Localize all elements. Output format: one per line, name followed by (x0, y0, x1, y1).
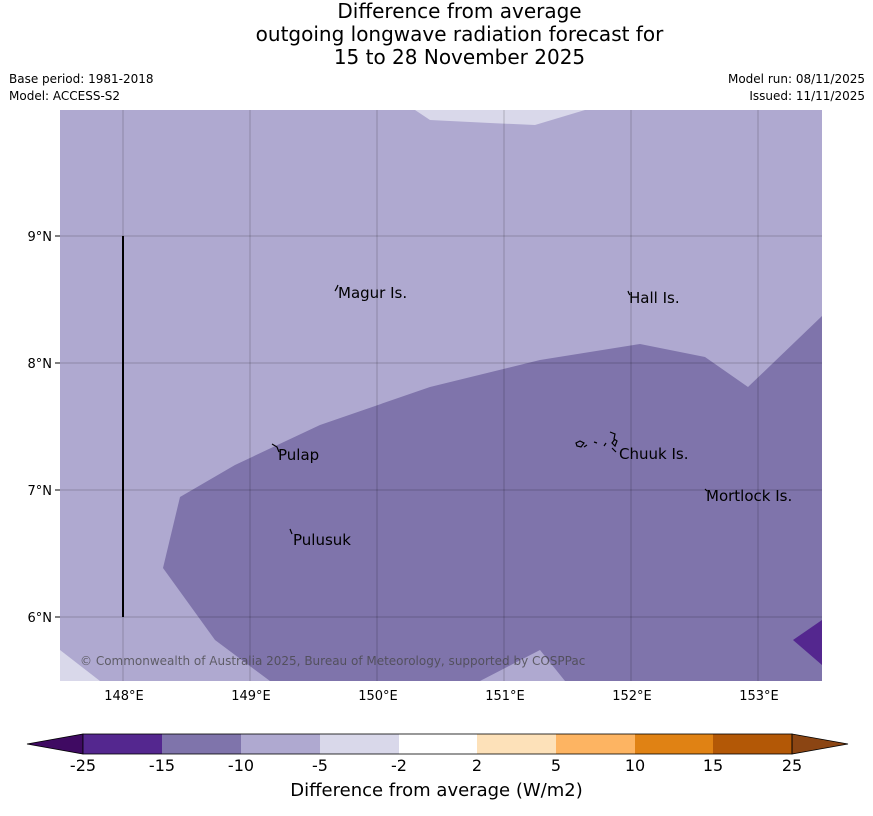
anomaly-fill (60, 110, 822, 681)
map-title: Difference from average outgoing longwav… (0, 0, 873, 69)
copyright: © Commonwealth of Australia 2025, Bureau… (80, 654, 585, 668)
fill-band-25-15 (793, 620, 822, 665)
colorbar-title: Difference from average (W/m2) (290, 780, 583, 801)
island-magur (334, 284, 339, 292)
lon-tick-150: 150°E (358, 689, 398, 704)
island-pulap (271, 443, 280, 453)
lon-tick-153: 153°E (739, 689, 779, 704)
colorbar-swatch-9 (713, 734, 792, 754)
islands (271, 284, 708, 535)
colorbar-tick-7: 5 (551, 756, 561, 775)
label-pulap: Pulap (278, 446, 319, 464)
lat-tick-labels: 9°N 8°N 7°N 6°N (28, 230, 53, 626)
lon-tick-149: 149°E (231, 689, 271, 704)
colorbar-tick-2: -15 (149, 756, 175, 775)
title-line-2: outgoing longwave radiation forecast for (255, 22, 664, 46)
colorbar-tick-3: -10 (228, 756, 254, 775)
lon-tick-labels: 148°E 149°E 150°E 151°E 152°E 153°E (104, 689, 779, 704)
label-magur: Magur Is. (338, 284, 407, 302)
colorbar-extend-high (791, 733, 849, 755)
title-line-1: Difference from average (337, 0, 582, 23)
fill-band-15-10 (163, 316, 822, 681)
colorbar-swatch-3 (241, 734, 320, 754)
meta-right: Model run: 08/11/2025 Issued: 11/11/2025 (728, 71, 865, 105)
lat-tick-7: 7°N (28, 484, 53, 499)
label-hall: Hall Is. (629, 289, 680, 307)
fill-band-5-2-top (415, 110, 585, 125)
lat-ticks (55, 235, 60, 618)
colorbar-extend-low (26, 733, 84, 755)
colorbar-tick-5: -2 (391, 756, 407, 775)
gridlines (60, 110, 822, 681)
colorbar-tick-8: 10 (625, 756, 645, 775)
label-mortlock: Mortlock Is. (706, 487, 792, 505)
lon-tick-148: 148°E (104, 689, 144, 704)
base-period: Base period: 1981-2018 (9, 72, 154, 86)
colorbar-swatch-1 (83, 734, 162, 754)
island-mortlock (704, 488, 708, 492)
island-chuuk (575, 431, 618, 453)
meta-left: Base period: 1981-2018 Model: ACCESS-S2 (9, 71, 154, 105)
lat-tick-9: 9°N (28, 230, 53, 245)
colorbar-swatch-2 (162, 734, 241, 754)
colorbar-tick-9: 15 (703, 756, 723, 775)
island-pulusuk (289, 528, 293, 535)
island-hall (627, 290, 631, 296)
colorbar-swatch-4 (320, 734, 399, 754)
colorbar-swatch-7 (556, 734, 635, 754)
lon-tick-152: 152°E (612, 689, 652, 704)
colorbar-swatch-8 (635, 734, 713, 754)
label-pulusuk: Pulusuk (293, 531, 351, 549)
colorbar-tick-6: 2 (472, 756, 482, 775)
place-labels: Magur Is. Hall Is. Pulap Chuuk Is. Mortl… (278, 284, 792, 549)
colorbar-ticks: -25 -15 -10 -5 -2 2 5 10 15 25 (70, 756, 802, 775)
model-name: Model: ACCESS-S2 (9, 89, 121, 103)
lat-tick-8: 8°N (28, 357, 53, 372)
fill-band-5-2-bottom-left (60, 650, 100, 681)
colorbar-tick-4: -5 (312, 756, 328, 775)
colorbar-tick-1: -25 (70, 756, 96, 775)
issued-date: Issued: 11/11/2025 (749, 89, 865, 103)
label-chuuk: Chuuk Is. (619, 445, 688, 463)
colorbar-swatch-6 (477, 734, 556, 754)
lat-tick-6: 6°N (28, 611, 53, 626)
title-line-3: 15 to 28 November 2025 (333, 45, 586, 69)
lon-tick-151: 151°E (485, 689, 525, 704)
colorbar-swatch-5 (399, 734, 477, 754)
colorbar-outline (82, 733, 793, 755)
colorbar-tick-10: 25 (782, 756, 802, 775)
model-run: Model run: 08/11/2025 (727, 72, 865, 86)
